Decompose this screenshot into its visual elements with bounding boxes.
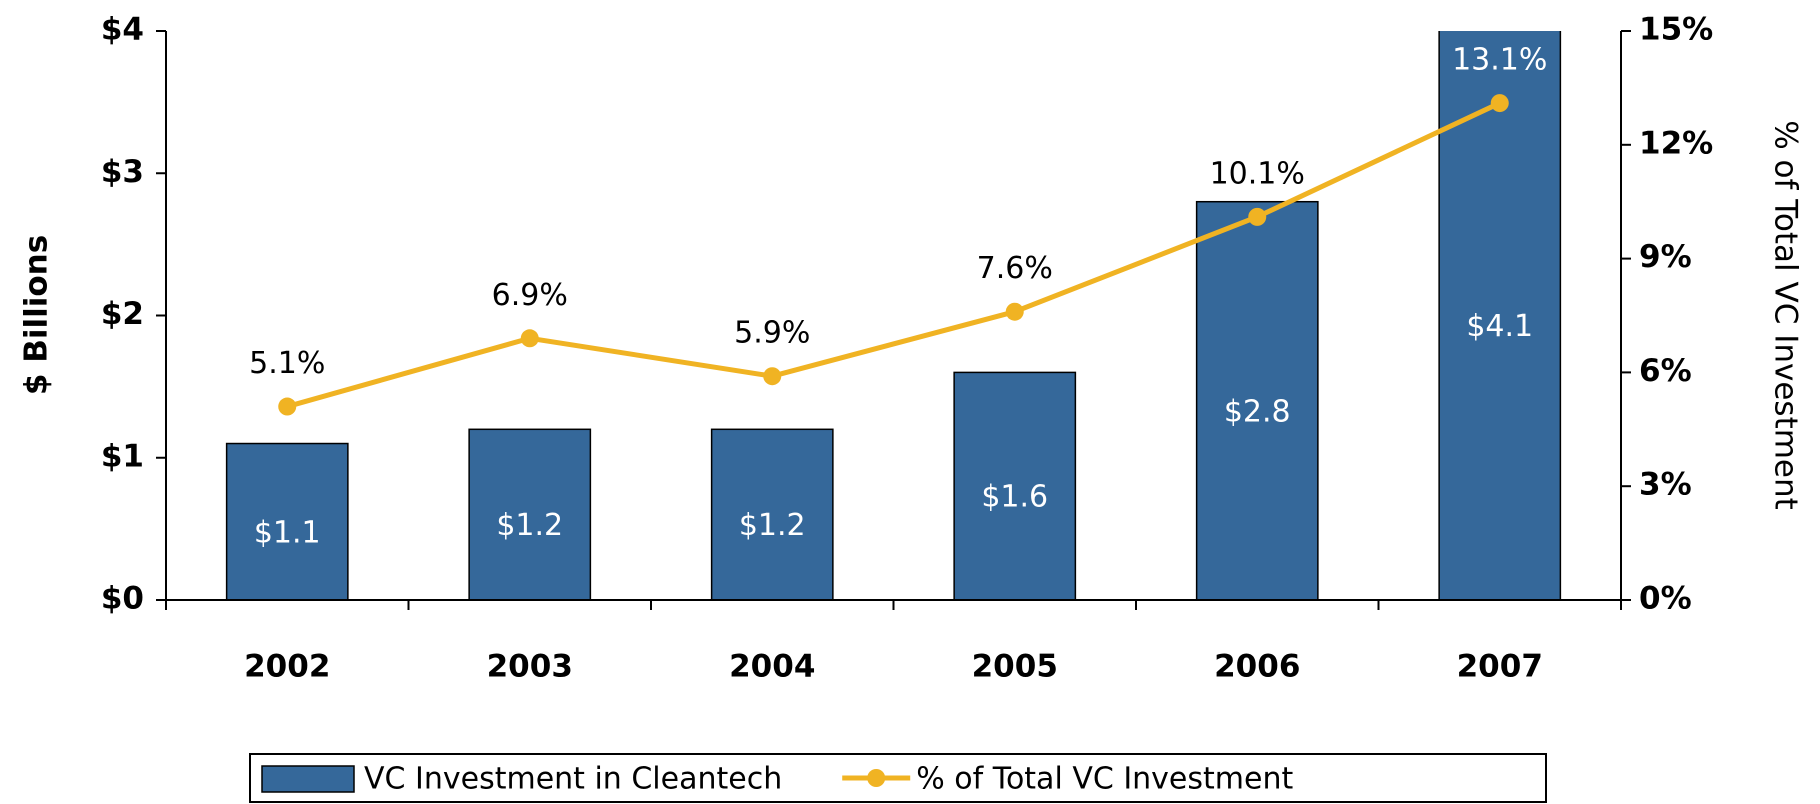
y2-tick-label: 6%: [1639, 353, 1692, 389]
line-value-label: 5.9%: [734, 316, 810, 351]
line-value-label: 6.9%: [492, 278, 568, 313]
y-tick-label: $3: [101, 154, 144, 190]
bar: [225, 442, 349, 600]
y2-tick-label: 0%: [1639, 581, 1692, 617]
legend-label: VC Investment in Cleantech: [364, 762, 782, 797]
x-tick-label: 2005: [972, 649, 1058, 685]
bar-value-label: $4.1: [1466, 309, 1533, 344]
y2-axis-title: % of Total VC Investment: [1768, 120, 1804, 510]
x-tick-label: 2003: [487, 649, 573, 685]
y2-tick-label: 3%: [1639, 467, 1692, 503]
legend-marker: [867, 769, 886, 787]
y-tick-label: $4: [101, 12, 144, 48]
y-tick-label: $1: [101, 438, 144, 474]
line-value-label: 5.1%: [249, 346, 325, 381]
x-tick-label: 2006: [1214, 649, 1300, 685]
line-marker: [1248, 207, 1267, 226]
y2-tick-label: 9%: [1639, 239, 1692, 275]
bar: [1195, 200, 1319, 600]
bar-value-label: $1.1: [254, 515, 321, 550]
y-tick-label: $0: [101, 581, 144, 617]
bar: [953, 371, 1077, 600]
bar-value-label: $1.2: [739, 508, 806, 543]
y-tick-label: $2: [101, 296, 144, 332]
legend-swatch: [261, 765, 355, 793]
x-tick-label: 2007: [1457, 649, 1543, 685]
line-marker: [1005, 302, 1024, 321]
line: [286, 100, 1501, 409]
bar-value-label: $2.8: [1224, 394, 1291, 429]
x-tick-label: 2002: [244, 649, 330, 685]
legend-box: [249, 753, 1547, 803]
bar-value-label: $1.2: [496, 508, 563, 543]
plot-area: [225, 31, 1562, 600]
x-tick-label: 2004: [729, 649, 815, 685]
bar-value-label: $1.6: [981, 480, 1048, 515]
line-marker: [1490, 94, 1509, 113]
line-value-label: 10.1%: [1210, 156, 1305, 191]
line-value-label: 7.6%: [977, 251, 1053, 286]
y-axis-title: $ Billions: [19, 235, 55, 395]
legend-label: % of Total VC Investment: [916, 762, 1293, 797]
y2-tick-label: 12%: [1639, 125, 1713, 161]
bar: [468, 428, 592, 600]
line-marker: [278, 397, 297, 416]
y2-tick-label: 15%: [1639, 12, 1713, 48]
line-marker: [520, 329, 539, 348]
line-value-label: 13.1%: [1452, 43, 1547, 78]
line-marker: [763, 367, 782, 386]
